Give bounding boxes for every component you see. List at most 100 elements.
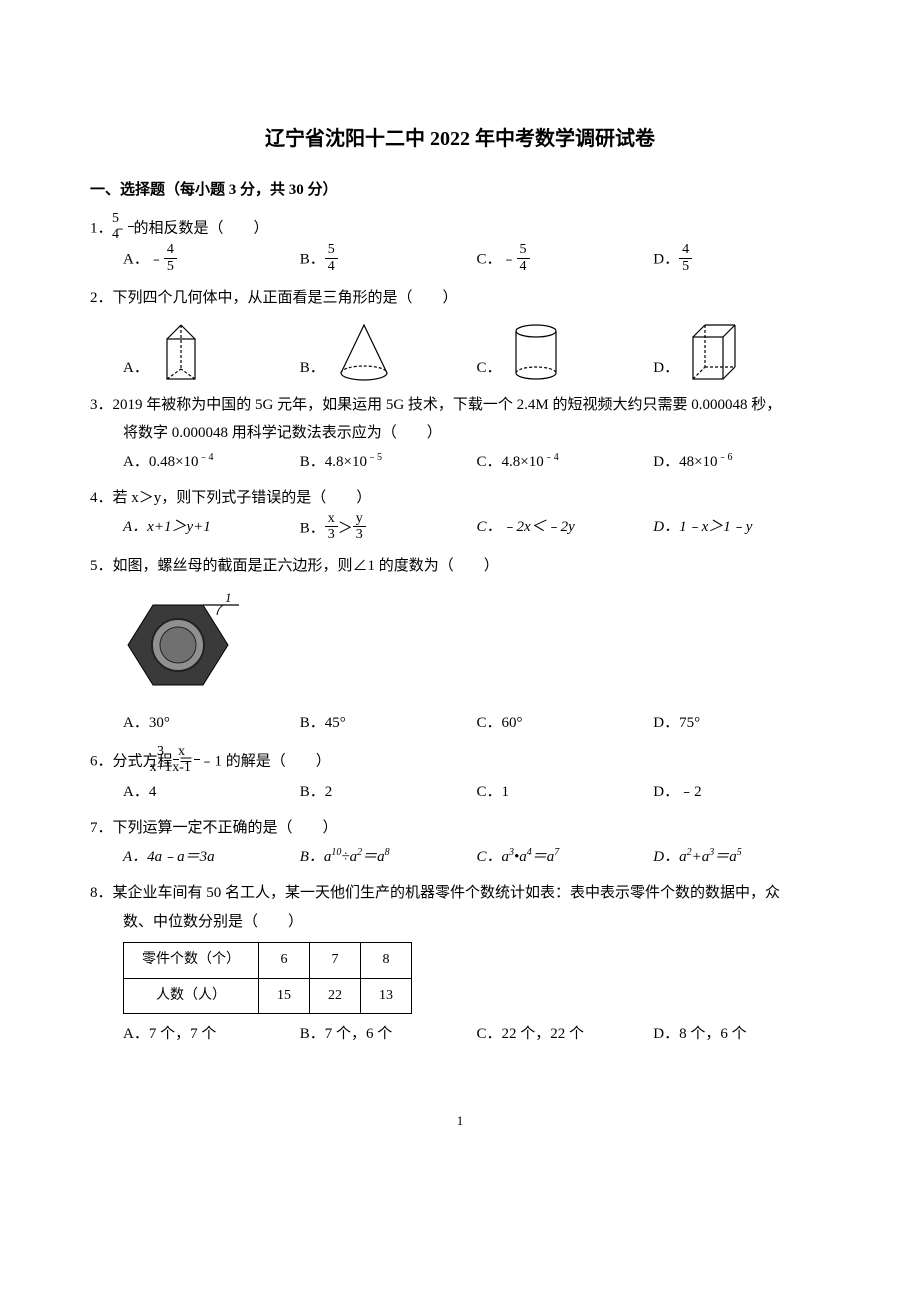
opt-sup: 8	[385, 847, 390, 858]
q7-optD: D．a2+a3＝a5	[653, 843, 830, 872]
q1-optA-pre: ﹣	[149, 252, 164, 268]
q4-options: A．x+1＞y+1 B．x3＞y3 C．﹣2x＜﹣2y D．1﹣x＞1﹣y	[90, 513, 830, 545]
section-1-header: 一、选择题（每小题 3 分，共 30 分）	[90, 176, 830, 205]
q3-options: A．0.48×10﹣4 B．4.8×10﹣5 C．4.8×10﹣4 D．48×1…	[90, 448, 830, 477]
cone-icon	[331, 321, 397, 383]
q7-optC: C．a3•a4＝a7	[477, 843, 654, 872]
q2-text: 2．下列四个几何体中，从正面看是三角形的是（ ）	[90, 284, 830, 313]
q1-options: A．﹣45 B．54 C．﹣54 D．45	[90, 244, 830, 276]
q1-optD-frac: 45	[679, 242, 692, 274]
q6-suffix: ﹣1 的解是（ ）	[200, 753, 331, 769]
q1-optB-frac: 54	[325, 242, 338, 274]
q3-line1: 3．2019 年被称为中国的 5G 元年，如果运用 5G 技术，下载一个 2.4…	[90, 391, 830, 420]
q3-optB: B．4.8×10﹣5	[300, 448, 477, 477]
exam-title: 辽宁省沈阳十二中 2022 年中考数学调研试卷	[90, 120, 830, 158]
q2-optB-label: B．	[300, 354, 325, 383]
svg-text:1: 1	[225, 590, 232, 605]
q1-num: 1．	[90, 220, 113, 236]
prism-icon	[155, 321, 211, 383]
q2-optD-label: D．	[653, 354, 679, 383]
hexnut-figure: 1	[123, 585, 243, 706]
opt-pre: D．a	[653, 849, 686, 865]
question-1: 1．﹣54的相反数是（ ） A．﹣45 B．54 C．﹣54 D．45	[90, 213, 830, 277]
table-cell: 15	[259, 978, 310, 1014]
q5-optA: A．30°	[123, 709, 300, 738]
q5-optD: D．75°	[653, 709, 830, 738]
question-5: 5．如图，螺丝母的截面是正六边形，则∠1 的度数为（ ） 1 A．30° B．4…	[90, 552, 830, 738]
opt-sup: 7	[554, 847, 559, 858]
q8-optB: B．7 个，6 个	[300, 1020, 477, 1049]
q6-options: A．4 B．2 C．1 D．﹣2	[90, 778, 830, 807]
table-cell: 6	[259, 943, 310, 979]
q2-optC-label: C．	[477, 354, 502, 383]
opt-sup: 5	[737, 847, 742, 858]
table-header: 零件个数（个）	[124, 943, 259, 979]
q1-optD-label: D．	[653, 252, 679, 268]
question-4: 4．若 x＞y，则下列式子错误的是（ ） A．x+1＞y+1 B．x3＞y3 C…	[90, 484, 830, 544]
q4-optB-mid: ＞	[338, 520, 353, 536]
opt-text: A．0.48×10	[123, 454, 199, 470]
q3-optA: A．0.48×10﹣4	[123, 448, 300, 477]
q1-optA-label: A．	[123, 252, 149, 268]
question-8: 8．某企业车间有 50 名工人，某一天他们生产的机器零件个数统计如表：表中表示零…	[90, 879, 830, 1049]
page-number: 1	[90, 1109, 830, 1134]
q1-text: 1．﹣54的相反数是（ ）	[90, 213, 830, 245]
frac-den: x-1	[194, 760, 200, 775]
q1-frac: 54	[128, 211, 134, 243]
q6-optB: B．2	[300, 778, 477, 807]
q8-optD: D．8 个，6 个	[653, 1020, 830, 1049]
opt-mid: ÷a	[341, 849, 357, 865]
opt-sup: ﹣4	[544, 452, 559, 463]
q2-optB: B．	[300, 321, 477, 383]
opt-mid: •a	[514, 849, 527, 865]
table-cell: 7	[310, 943, 361, 979]
q6-optC: C．1	[477, 778, 654, 807]
q4-optB: B．x3＞y3	[300, 513, 477, 545]
q2-shapes: A． B． C．	[90, 321, 830, 383]
q8-line2: 数、中位数分别是（ ）	[90, 908, 830, 937]
frac-den: 4	[517, 259, 530, 274]
question-3: 3．2019 年被称为中国的 5G 元年，如果运用 5G 技术，下载一个 2.4…	[90, 391, 830, 477]
q3-optC: C．4.8×10﹣4	[477, 448, 654, 477]
q5-options: A．30° B．45° C．60° D．75°	[90, 709, 830, 738]
opt-eq: ＝a	[362, 849, 385, 865]
q4-optA: A．x+1＞y+1	[123, 513, 300, 545]
q2-optA: A．	[123, 321, 300, 383]
table-cell: 8	[361, 943, 412, 979]
frac-num: x	[325, 511, 338, 527]
q1-optC: C．﹣54	[477, 244, 654, 276]
q4-optB-label: B．	[300, 520, 325, 536]
q8-table: 零件个数（个） 6 7 8 人数（人） 15 22 13	[123, 942, 412, 1014]
frac-num: 5	[325, 242, 338, 258]
frac-num: y	[353, 511, 366, 527]
q1-frac-den: 4	[128, 227, 134, 242]
opt-sup: 10	[331, 847, 341, 858]
q8-line1: 8．某企业车间有 50 名工人，某一天他们生产的机器零件个数统计如表：表中表示零…	[90, 879, 830, 908]
opt-pre: B．a	[300, 849, 332, 865]
q5-text: 5．如图，螺丝母的截面是正六边形，则∠1 的度数为（ ）	[90, 552, 830, 581]
q7-text: 7．下列运算一定不正确的是（ ）	[90, 814, 830, 843]
q1-optC-frac: 54	[517, 242, 530, 274]
opt-sup: ﹣4	[199, 452, 214, 463]
frac-den: 3	[325, 527, 338, 542]
frac-num: 4	[164, 242, 177, 258]
opt-text: B．4.8×10	[300, 454, 367, 470]
q1-suffix: 的相反数是（ ）	[134, 220, 269, 236]
q8-options: A．7 个，7 个 B．7 个，6 个 C．22 个，22 个 D．8 个，6 …	[90, 1020, 830, 1049]
table-header: 人数（人）	[124, 978, 259, 1014]
q4-text-span: 4．若 x＞y，则下列式子错误的是（ ）	[90, 490, 371, 506]
cuboid-icon	[685, 321, 741, 383]
frac-den: 4	[325, 259, 338, 274]
q6-optD: D．﹣2	[653, 778, 830, 807]
frac-num: x	[194, 744, 200, 760]
table-cell: 13	[361, 978, 412, 1014]
q6-rfrac: xx-1	[194, 744, 200, 776]
q6-text: 6．分式方程3x+1＝xx-1﹣1 的解是（ ）	[90, 746, 830, 778]
q8-optA: A．7 个，7 个	[123, 1020, 300, 1049]
q1-optC-pre: ﹣	[502, 252, 517, 268]
frac-num: 5	[517, 242, 530, 258]
opt-sup: ﹣6	[718, 452, 733, 463]
opt-eq: ＝a	[532, 849, 555, 865]
q7-optA: A．4a﹣a＝3a	[123, 843, 300, 872]
q4-optC: C．﹣2x＜﹣2y	[477, 513, 654, 545]
